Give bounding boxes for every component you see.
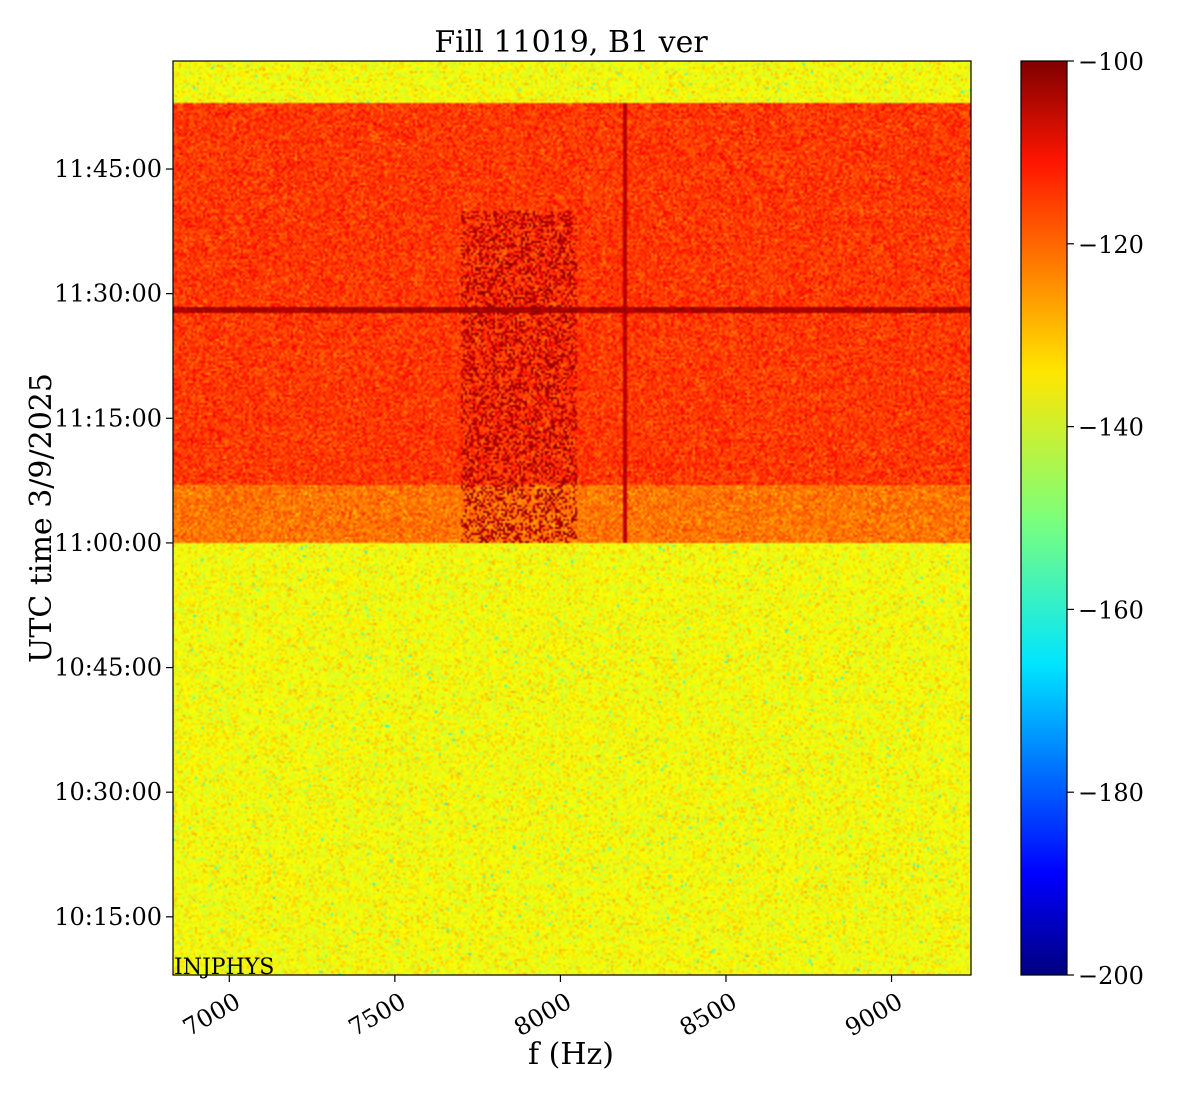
y-tick-label: 11:45:00: [54, 155, 162, 183]
x-axis-label: f (Hz): [528, 1037, 614, 1072]
y-tick-label: 11:30:00: [54, 280, 162, 308]
y-axis-label: UTC time 3/9/2025: [24, 373, 59, 663]
x-tick-label: 7000: [178, 987, 245, 1042]
y-tick-label: 11:00:00: [54, 529, 162, 557]
x-axis: 7000 7500 8000 8500 9000: [178, 975, 907, 1042]
plot-frame: [172, 60, 972, 976]
y-tick-label: 10:15:00: [54, 903, 162, 931]
y-tick-label: 11:15:00: [54, 404, 162, 432]
y-tick-label: 10:30:00: [54, 778, 162, 806]
colorbar-frame: [1020, 60, 1068, 976]
colorbar-axis: −100 −120 −140 −160 −180 −200: [1067, 48, 1144, 990]
colorbar: −100 −120 −140 −160 −180 −200: [1020, 48, 1144, 990]
x-tick-label: 7500: [344, 987, 411, 1042]
x-tick-label: 8000: [509, 987, 576, 1042]
heatmap-image: [173, 61, 971, 975]
chart-title: Fill 11019, B1 ver: [434, 25, 708, 60]
colorbar-gradient: [1021, 61, 1067, 975]
x-tick-label: 8500: [675, 987, 742, 1042]
y-tick-label: 10:45:00: [54, 654, 162, 682]
colorbar-tick-label: −120: [1078, 231, 1144, 259]
y-axis: 10:15:00 10:30:00 10:45:00 11:00:00 11:15:00…: [54, 155, 173, 931]
x-tick-label: 9000: [840, 987, 907, 1042]
colorbar-tick-label: −180: [1078, 779, 1144, 807]
heatmap-plot: [172, 60, 972, 976]
colorbar-tick-label: −100: [1078, 48, 1144, 76]
colorbar-tick-label: −200: [1078, 962, 1144, 990]
colorbar-tick-label: −140: [1078, 414, 1144, 442]
colorbar-tick-label: −160: [1078, 596, 1144, 624]
annotation-label: INJPHYS: [174, 955, 274, 980]
